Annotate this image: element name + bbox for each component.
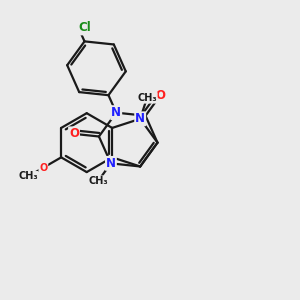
Text: O: O [69, 128, 79, 140]
Text: CH₃: CH₃ [88, 176, 108, 186]
Text: N: N [135, 112, 145, 125]
Text: O: O [155, 89, 165, 102]
Text: CH₃: CH₃ [137, 93, 157, 103]
Text: CH₃: CH₃ [18, 172, 38, 182]
Text: Cl: Cl [79, 21, 91, 34]
Text: O: O [39, 163, 47, 173]
Text: N: N [106, 157, 116, 170]
Text: N: N [111, 106, 121, 119]
